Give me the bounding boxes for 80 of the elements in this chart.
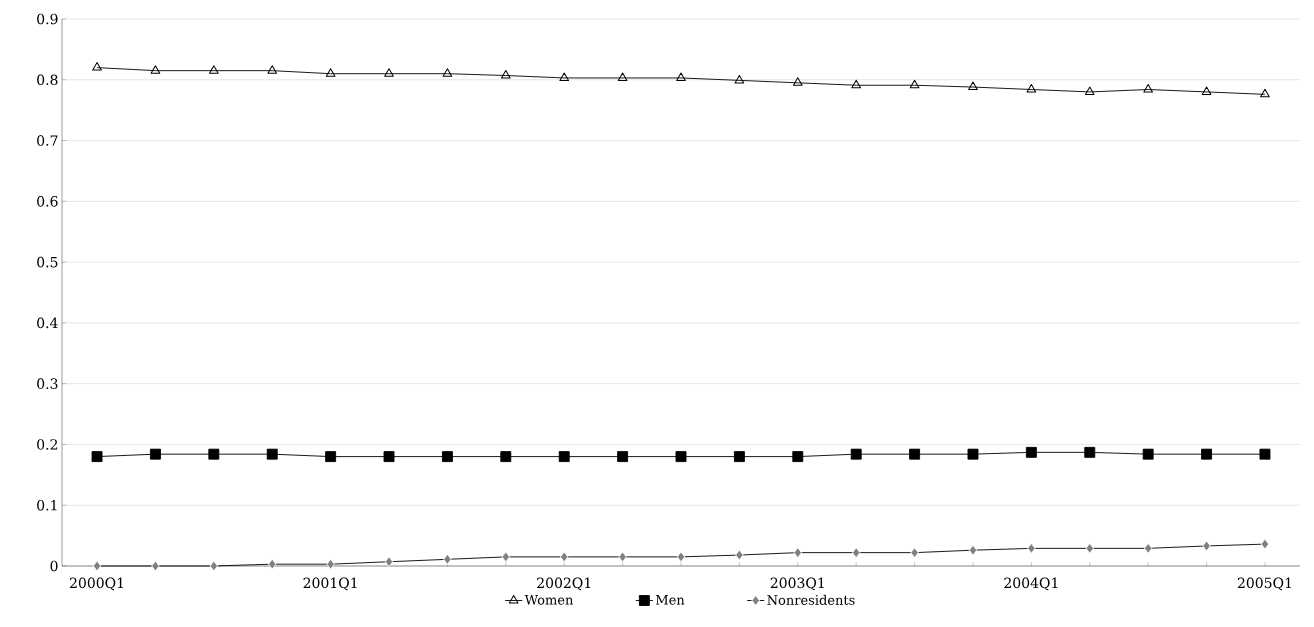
point [501, 551, 511, 563]
y-tick-label: 0 [50, 560, 58, 572]
y-tick-label: 0.6 [37, 196, 58, 207]
x-tick-label: 2002Q1 [537, 577, 591, 591]
point [267, 65, 278, 74]
point [910, 547, 919, 559]
point [443, 553, 452, 565]
point [851, 547, 861, 559]
point [268, 558, 277, 570]
point [92, 62, 102, 71]
legend-label: Nonresidents [767, 594, 855, 605]
point [734, 74, 745, 84]
point [560, 551, 569, 563]
point [1143, 542, 1153, 554]
x-tick-label: 2000Q1 [69, 577, 124, 591]
point [91, 451, 103, 463]
point [384, 68, 394, 77]
point [500, 70, 511, 79]
point [735, 549, 744, 561]
point [149, 448, 161, 460]
point [850, 448, 862, 460]
x-tick-label: 2003Q1 [770, 577, 824, 591]
x-tick-label: 2005Q1 [1237, 577, 1291, 591]
point [442, 68, 453, 77]
y-tick-label: 0.9 [37, 13, 58, 25]
y-tick-label: 0.8 [37, 74, 58, 86]
point [209, 65, 219, 74]
x-tick-label: 2004Q1 [1004, 577, 1058, 591]
point [150, 65, 161, 74]
y-tick-label: 0.1 [37, 499, 57, 511]
point [792, 77, 803, 86]
point [325, 68, 336, 77]
point [559, 72, 570, 81]
point [1084, 446, 1096, 458]
point [1142, 448, 1154, 460]
y-tick-label: 0.7 [37, 135, 58, 146]
point [618, 551, 627, 563]
point [208, 448, 220, 460]
point [266, 448, 278, 460]
point [1202, 540, 1211, 552]
point [909, 79, 920, 89]
point [617, 72, 628, 81]
point [851, 79, 862, 89]
legend-label: Women [524, 595, 574, 605]
y-tick-label: 0.3 [37, 378, 58, 389]
y-tick-label: 0.2 [37, 439, 58, 450]
point [1025, 446, 1037, 458]
point [325, 451, 337, 463]
point [676, 551, 686, 563]
point [968, 544, 978, 556]
y-tick-label: 0.4 [37, 317, 58, 329]
point [383, 451, 395, 463]
point [1259, 448, 1271, 460]
point [617, 451, 629, 463]
point [1260, 88, 1270, 98]
point [793, 547, 802, 559]
point [1143, 84, 1153, 93]
point [676, 72, 686, 81]
point [500, 451, 512, 463]
point [1027, 542, 1036, 554]
point [733, 451, 745, 463]
point [326, 558, 335, 570]
point [967, 448, 979, 460]
point [1026, 84, 1037, 93]
y-tick-label: 0.5 [37, 256, 58, 268]
point [968, 81, 978, 91]
point [1201, 86, 1212, 95]
point [1260, 538, 1270, 550]
x-tick-label: 2001Q1 [303, 577, 357, 591]
point [792, 451, 804, 463]
point [558, 451, 570, 463]
point [675, 451, 687, 463]
point [1085, 542, 1094, 554]
point [1084, 86, 1095, 95]
legend-label: Men [655, 595, 685, 605]
point [909, 448, 921, 460]
point [209, 560, 219, 572]
point [384, 556, 394, 568]
point [441, 451, 453, 463]
point [1201, 448, 1213, 460]
